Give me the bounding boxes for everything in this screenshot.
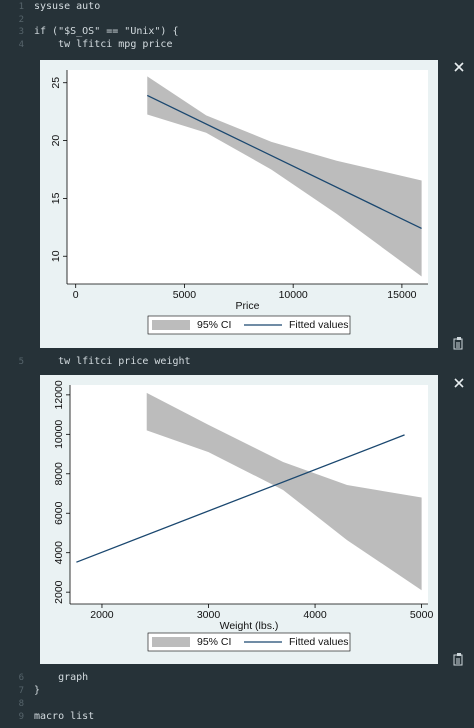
chart: 2000 4000 6000 8000 10000 12000 2000 3000 4000 50… bbox=[53, 380, 434, 652]
copy-button[interactable] bbox=[452, 336, 466, 350]
line-number: 7 bbox=[18, 686, 24, 696]
legend-label: Fitted values bbox=[289, 636, 349, 648]
x-tick-label: 15000 bbox=[387, 289, 416, 301]
line-number: 1 bbox=[18, 2, 24, 12]
legend-swatch bbox=[152, 320, 190, 330]
x-tick-label: 5000 bbox=[410, 609, 434, 621]
x-tick-label: 10000 bbox=[279, 289, 308, 301]
y-tick-label: 2000 bbox=[53, 580, 65, 604]
y-tick-label: 12000 bbox=[53, 380, 65, 409]
y-tick-label: 4000 bbox=[53, 541, 65, 565]
x-tick-label: 5000 bbox=[173, 289, 197, 301]
copy-button[interactable] bbox=[452, 652, 466, 666]
ci-band bbox=[146, 392, 422, 591]
code-line: } bbox=[34, 685, 41, 696]
code-line: macro list bbox=[34, 711, 95, 722]
line-number: 9 bbox=[18, 712, 24, 722]
graph-output: 10 15 20 25 0 5000 10000 15000 Price 95% CI Fitted… bbox=[40, 60, 438, 348]
code-line: tw lfitci mpg price bbox=[34, 39, 173, 50]
x-tick-label: 2000 bbox=[90, 609, 114, 621]
code-line: if ("$S_OS" == "Unix") { bbox=[34, 26, 179, 37]
x-axis-title: Price bbox=[236, 300, 260, 312]
legend-swatch bbox=[152, 637, 190, 647]
line-number: 5 bbox=[18, 357, 24, 367]
y-tick-label: 25 bbox=[50, 77, 62, 89]
y-tick-label: 8000 bbox=[53, 462, 65, 486]
ci-band bbox=[147, 76, 422, 277]
y-tick-label: 10 bbox=[50, 250, 62, 262]
y-tick-label: 20 bbox=[50, 135, 62, 147]
y-tick-label: 10000 bbox=[53, 420, 65, 449]
line-number: 4 bbox=[18, 40, 24, 50]
x-axis-title: Weight (lbs.) bbox=[220, 620, 279, 632]
x-tick-label: 0 bbox=[73, 289, 79, 301]
x-tick-label: 3000 bbox=[197, 609, 221, 621]
graph-output: 2000 4000 6000 8000 10000 12000 2000 3000 4000 50… bbox=[40, 375, 438, 664]
code-line: sysuse auto bbox=[34, 1, 101, 12]
fitted-line bbox=[76, 434, 405, 563]
legend-label: 95% CI bbox=[197, 636, 231, 648]
code-line: tw lfitci price weight bbox=[34, 356, 191, 367]
line-number: 2 bbox=[18, 15, 24, 25]
code-line: graph bbox=[34, 672, 89, 683]
legend-label: 95% CI bbox=[197, 319, 231, 331]
fitted-line bbox=[146, 94, 422, 230]
y-tick-label: 15 bbox=[50, 192, 62, 204]
y-tick-label: 6000 bbox=[53, 501, 65, 525]
close-button[interactable] bbox=[452, 376, 466, 390]
line-number: 6 bbox=[18, 673, 24, 683]
line-number: 3 bbox=[18, 27, 24, 37]
x-tick-label: 4000 bbox=[303, 609, 327, 621]
chart: 10 15 20 25 0 5000 10000 15000 Price 95% CI Fitted… bbox=[50, 70, 428, 335]
close-button[interactable] bbox=[452, 60, 466, 74]
legend-label: Fitted values bbox=[289, 319, 349, 331]
line-number: 8 bbox=[18, 699, 24, 709]
